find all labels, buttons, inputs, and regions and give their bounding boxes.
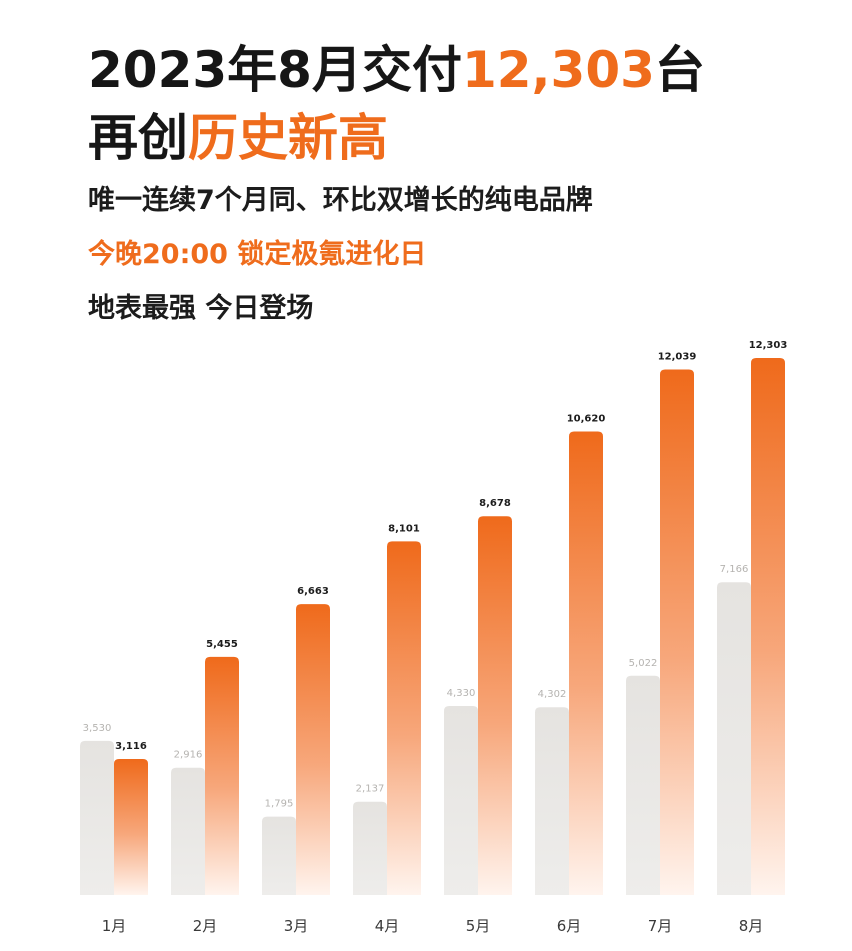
data-label-gray-3: 1,795 (265, 799, 294, 810)
data-label-gray-6: 4,302 (538, 689, 567, 700)
x-tick-label-6: 6月 (557, 917, 582, 935)
bar-gray-4 (353, 801, 387, 895)
bar-gray-2 (171, 767, 205, 895)
bar-orange-3 (296, 604, 330, 895)
x-tick-label-1: 1月 (102, 917, 127, 935)
bar-orange-1 (114, 758, 148, 895)
subtitle-launch: 地表最强 今日登场 (88, 293, 314, 324)
bar-gray-7 (626, 675, 660, 895)
x-tick-label-3: 3月 (284, 917, 309, 935)
headline-text-2: 再创 (88, 109, 188, 167)
bar-gray-1 (80, 740, 114, 895)
headline-line-1: 2023年8月交付12,303台 (88, 40, 705, 100)
headline-record-high: 历史新高 (188, 109, 388, 167)
bar-orange-8 (751, 358, 785, 895)
data-label-orange-2: 5,455 (206, 639, 238, 650)
data-label-gray-4: 2,137 (356, 784, 385, 795)
data-label-orange-6: 10,620 (567, 413, 606, 424)
headline-unit: 台 (654, 41, 705, 99)
bar-orange-5 (478, 516, 512, 895)
data-label-orange-4: 8,101 (388, 523, 420, 534)
data-label-gray-8: 7,166 (720, 564, 749, 575)
subtitle-event-time: 今晚20:00 锁定极氪进化日 (88, 239, 427, 270)
x-tick-label-7: 7月 (648, 917, 673, 935)
headline-text: 2023年8月交付 (88, 41, 462, 99)
x-tick-label-5: 5月 (466, 917, 491, 935)
bar-gray-3 (262, 816, 296, 895)
x-tick-label-2: 2月 (193, 917, 218, 935)
bar-gray-5 (444, 706, 478, 895)
data-label-orange-1: 3,116 (115, 741, 147, 752)
bar-gray-8 (717, 582, 751, 895)
bar-orange-6 (569, 431, 603, 895)
bar-orange-7 (660, 369, 694, 895)
data-label-orange-8: 12,303 (749, 340, 788, 351)
data-label-gray-5: 4,330 (447, 688, 476, 699)
bar-orange-4 (387, 541, 421, 895)
data-label-gray-1: 3,530 (83, 723, 112, 734)
x-tick-label-8: 8月 (739, 917, 764, 935)
data-label-orange-3: 6,663 (297, 586, 329, 597)
subtitle-growth: 唯一连续7个月同、环比双增长的纯电品牌 (88, 185, 593, 216)
bar-orange-2 (205, 656, 239, 895)
data-label-orange-5: 8,678 (479, 498, 511, 509)
bar-gray-6 (535, 707, 569, 895)
data-label-gray-2: 2,916 (174, 750, 203, 761)
headline-delivery-count: 12,303 (461, 41, 655, 99)
headline-line-2: 再创历史新高 (88, 108, 388, 168)
x-tick-label-4: 4月 (375, 917, 400, 935)
data-label-orange-7: 12,039 (658, 352, 697, 363)
data-label-gray-7: 5,022 (629, 658, 658, 669)
